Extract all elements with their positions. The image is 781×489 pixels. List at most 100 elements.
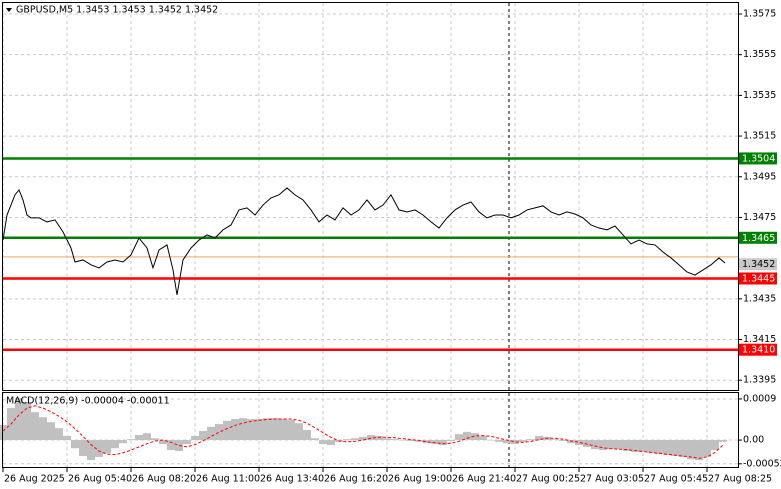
x-tick-label: 26 Aug 21:40 [452, 474, 516, 485]
histogram-bar [655, 440, 663, 455]
x-tick-label: 27 Aug 05:45 [644, 474, 708, 485]
histogram-bar [327, 440, 335, 446]
histogram-bar [639, 440, 647, 452]
histogram-bar [247, 419, 255, 441]
histogram-bar [79, 440, 87, 457]
histogram-bar [391, 439, 399, 441]
x-tick-label: 26 Aug 2025 [4, 474, 65, 485]
histogram-bar [663, 440, 671, 456]
histogram-bar [591, 440, 599, 450]
histogram-bar [567, 440, 575, 444]
level-label: 1.3465 [742, 233, 775, 244]
histogram-bar [479, 435, 487, 441]
macd-title: MACD(12,26,9) -0.00004 -0.00011 [6, 396, 170, 407]
histogram-bar [423, 440, 431, 444]
histogram-bar [63, 435, 71, 441]
histogram-bar [439, 440, 447, 446]
level-label: 1.3504 [742, 153, 775, 164]
histogram-bar [23, 402, 31, 441]
histogram-bar [95, 440, 103, 457]
histogram-bar [55, 428, 63, 441]
histogram-bar [111, 440, 119, 449]
histogram-bar [103, 440, 111, 454]
x-tick-label: 26 Aug 13:40 [260, 474, 324, 485]
histogram-bar [455, 434, 463, 441]
histogram-bar [407, 440, 415, 441]
histogram-bar [519, 440, 527, 442]
histogram-bar [583, 440, 591, 447]
histogram-bar [623, 440, 631, 452]
histogram-bar [279, 419, 287, 441]
histogram-bar [215, 424, 223, 441]
histogram-bar [359, 436, 367, 441]
signal-line [2, 405, 724, 459]
x-tick-label: 27 Aug 00:25 [516, 474, 580, 485]
x-tick-label: 27 Aug 08:25 [708, 474, 772, 485]
y-tick-label: 0.00 [743, 435, 764, 446]
histogram-bar [615, 440, 623, 450]
histogram-bar [295, 423, 303, 441]
histogram-bar [143, 433, 151, 441]
histogram-bar [511, 440, 519, 445]
histogram-bar [559, 440, 567, 441]
histogram-bar [71, 440, 79, 449]
histogram-bar [207, 426, 215, 441]
x-tick-label: 26 Aug 08:20 [132, 474, 196, 485]
histogram-bar [119, 440, 127, 444]
current-price-box [739, 258, 777, 271]
histogram-bar [159, 440, 167, 445]
level-label-box [739, 272, 777, 285]
histogram-bar [351, 438, 359, 441]
y-tick-label: 1.3415 [743, 334, 776, 345]
histogram-bar [223, 420, 231, 441]
histogram-bar [199, 430, 207, 441]
y-tick-label: 0.0009 [743, 393, 776, 404]
histogram-bar [447, 440, 455, 441]
y-tick-label: 1.3535 [743, 90, 776, 101]
level-label-box [739, 231, 777, 244]
histogram-bar [383, 438, 391, 441]
marks-layer [0, 3, 738, 467]
y-tick-label: 1.3555 [743, 49, 776, 60]
histogram-bar [39, 417, 47, 441]
histogram-bar [311, 438, 319, 441]
level-label-box [739, 343, 777, 356]
histogram-bar [535, 435, 543, 441]
histogram-bar [551, 439, 559, 441]
histogram-bar [575, 440, 583, 446]
histogram-bar [503, 440, 511, 444]
histogram-bar [263, 418, 271, 441]
current-price-label: 1.3452 [742, 259, 775, 270]
histogram-bar [375, 435, 383, 441]
histogram-bar [607, 440, 615, 450]
histogram-bar [175, 440, 183, 452]
histogram-bar [231, 419, 239, 441]
histogram-bar [255, 419, 263, 441]
price-panel-frame [2, 2, 739, 391]
y-tick-label: 1.3475 [743, 212, 776, 223]
histogram-bar [527, 439, 535, 441]
histogram-bar [711, 440, 719, 451]
histogram-bar [31, 412, 39, 441]
x-tick-label: 26 Aug 19:00 [388, 474, 452, 485]
collapse-icon[interactable] [6, 8, 12, 12]
histogram-bar [695, 440, 703, 461]
y-tick-label: 1.3495 [743, 171, 776, 182]
histogram-bar [647, 440, 655, 454]
histogram-bar [719, 440, 727, 442]
histogram-bar [471, 433, 479, 441]
histogram-bar [319, 440, 327, 445]
histogram-bar [191, 435, 199, 441]
y-tick-label: -0.00052 [743, 458, 781, 469]
histogram-bar [487, 440, 495, 441]
x-tick-label: 26 Aug 16:20 [324, 474, 388, 485]
x-tick-label: 26 Aug 05:40 [68, 474, 132, 485]
histogram-bar [127, 439, 135, 441]
histogram-bar [303, 430, 311, 441]
price-line [2, 187, 726, 296]
histogram-bar [87, 440, 95, 461]
histogram-bar [15, 398, 23, 441]
